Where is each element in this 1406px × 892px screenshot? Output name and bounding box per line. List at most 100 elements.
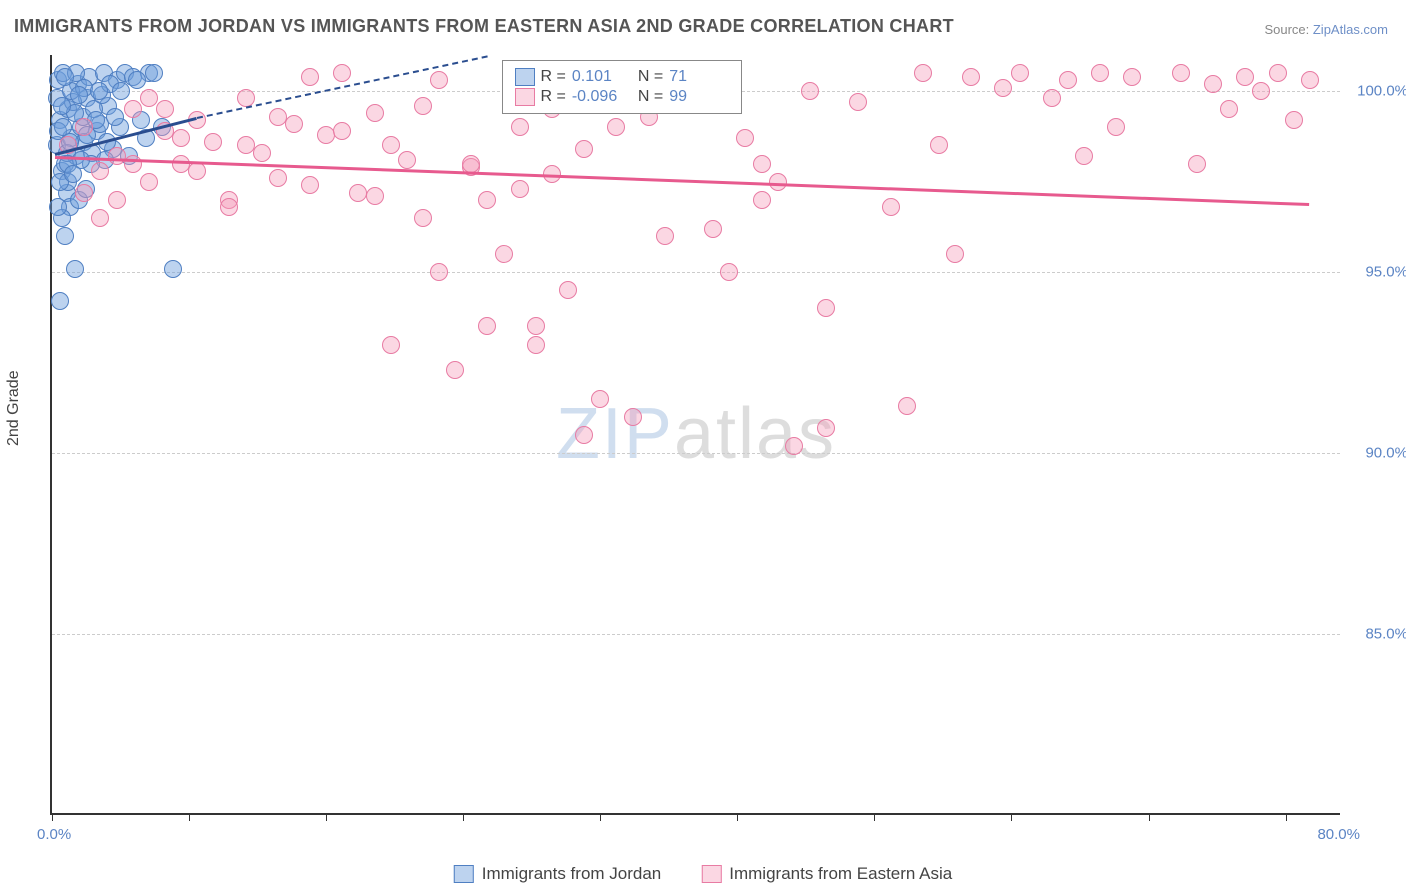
data-point	[962, 68, 980, 86]
data-point	[801, 82, 819, 100]
r-label: R =	[541, 88, 566, 106]
data-point	[237, 136, 255, 154]
data-point	[145, 64, 163, 82]
x-tick	[600, 813, 601, 821]
r-label: R =	[541, 68, 566, 86]
data-point	[253, 144, 271, 162]
y-axis-label: 2nd Grade	[5, 370, 23, 446]
data-point	[301, 176, 319, 194]
x-tick	[737, 813, 738, 821]
gridline	[52, 453, 1340, 454]
x-tick	[874, 813, 875, 821]
legend-item: Immigrants from Eastern Asia	[701, 864, 952, 884]
data-point	[511, 118, 529, 136]
n-label: N =	[638, 88, 663, 106]
data-point	[1075, 147, 1093, 165]
legend-swatch	[515, 68, 535, 86]
data-point	[140, 89, 158, 107]
data-point	[1107, 118, 1125, 136]
gridline	[52, 634, 1340, 635]
data-point	[75, 184, 93, 202]
watermark-atlas: atlas	[674, 394, 836, 474]
chart-container: IMMIGRANTS FROM JORDAN VS IMMIGRANTS FRO…	[0, 0, 1406, 892]
data-point	[349, 184, 367, 202]
trend-line	[55, 156, 1310, 206]
data-point	[204, 133, 222, 151]
legend-label: Immigrants from Jordan	[482, 864, 662, 884]
data-point	[527, 336, 545, 354]
data-point	[106, 108, 124, 126]
data-point	[1043, 89, 1061, 107]
data-point	[930, 136, 948, 154]
r-value: 0.101	[572, 68, 632, 86]
y-tick-label: 100.0%	[1357, 83, 1406, 100]
legend-swatch	[515, 88, 535, 106]
data-point	[414, 97, 432, 115]
data-point	[994, 79, 1012, 97]
data-point	[124, 155, 142, 173]
plot-area: ZIPatlas 85.0%90.0%95.0%100.0%0.0%80.0%	[50, 55, 1340, 815]
data-point	[301, 68, 319, 86]
x-max-label: 80.0%	[1317, 826, 1360, 843]
data-point	[736, 129, 754, 147]
gridline	[52, 272, 1340, 273]
data-point	[156, 100, 174, 118]
data-point	[575, 140, 593, 158]
data-point	[898, 397, 916, 415]
data-point	[51, 292, 69, 310]
data-point	[769, 173, 787, 191]
data-point	[495, 245, 513, 263]
data-point	[607, 118, 625, 136]
data-point	[366, 104, 384, 122]
legend-row: R = 0.101 N = 71	[515, 68, 730, 86]
data-point	[478, 317, 496, 335]
data-point	[849, 93, 867, 111]
data-point	[49, 198, 67, 216]
source-attribution: Source: ZipAtlas.com	[1264, 22, 1388, 37]
data-point	[112, 82, 130, 100]
data-point	[1301, 71, 1319, 89]
data-point	[704, 220, 722, 238]
data-point	[53, 97, 71, 115]
data-point	[333, 122, 351, 140]
data-point	[914, 64, 932, 82]
y-tick-label: 90.0%	[1365, 445, 1406, 462]
data-point	[1011, 64, 1029, 82]
data-point	[720, 263, 738, 281]
data-point	[559, 281, 577, 299]
data-point	[785, 437, 803, 455]
data-point	[817, 299, 835, 317]
data-point	[462, 155, 480, 173]
watermark-zip: ZIP	[556, 394, 674, 474]
x-tick	[1149, 813, 1150, 821]
data-point	[285, 115, 303, 133]
data-point	[1204, 75, 1222, 93]
data-point	[56, 68, 74, 86]
data-point	[140, 173, 158, 191]
data-point	[1269, 64, 1287, 82]
data-point	[108, 191, 126, 209]
data-point	[753, 191, 771, 209]
y-tick-label: 95.0%	[1365, 264, 1406, 281]
data-point	[75, 118, 93, 136]
data-point	[269, 108, 287, 126]
data-point	[414, 209, 432, 227]
data-point	[527, 317, 545, 335]
source-link[interactable]: ZipAtlas.com	[1313, 22, 1388, 37]
bottom-legend: Immigrants from Jordan Immigrants from Ea…	[454, 864, 952, 884]
data-point	[91, 162, 109, 180]
data-point	[753, 155, 771, 173]
data-point	[946, 245, 964, 263]
data-point	[430, 71, 448, 89]
chart-title: IMMIGRANTS FROM JORDAN VS IMMIGRANTS FRO…	[14, 16, 954, 37]
data-point	[1285, 111, 1303, 129]
data-point	[1236, 68, 1254, 86]
x-min-label: 0.0%	[37, 826, 71, 843]
x-tick	[52, 813, 53, 821]
n-value: 99	[669, 88, 729, 106]
data-point	[1188, 155, 1206, 173]
legend-item: Immigrants from Jordan	[454, 864, 662, 884]
data-point	[511, 180, 529, 198]
data-point	[575, 426, 593, 444]
data-point	[333, 64, 351, 82]
